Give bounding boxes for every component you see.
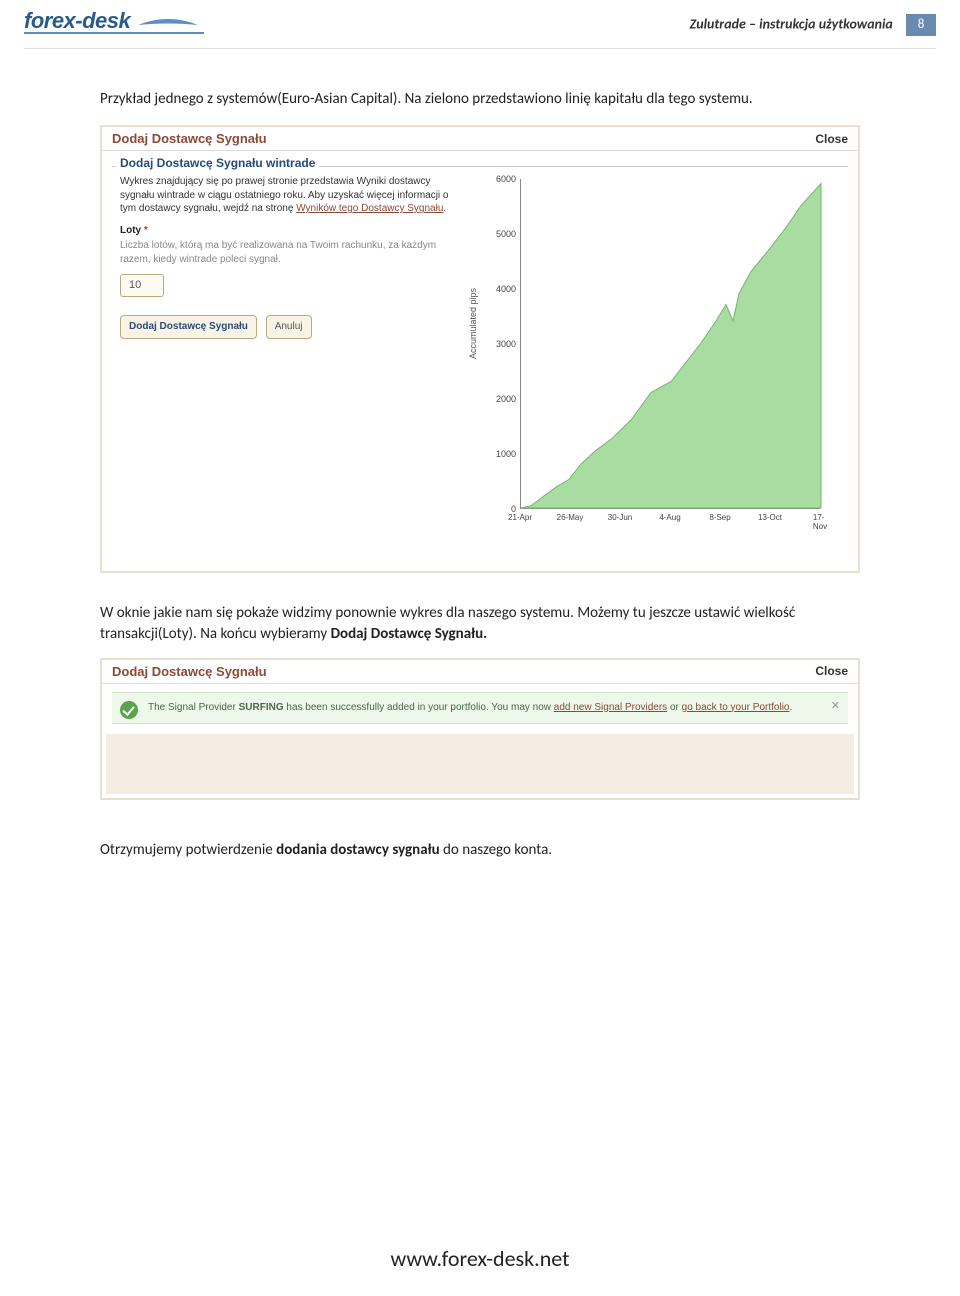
cancel-button[interactable]: Anuluj <box>266 315 312 339</box>
dialog-title-2: Dodaj Dostawcę Sygnału <box>112 664 267 679</box>
chart-plot <box>520 179 820 509</box>
page-number-badge: 8 <box>906 14 936 36</box>
check-icon <box>120 701 138 719</box>
accumulated-pips-chart: Accumulated pips 0 1000 2000 3000 4000 5… <box>482 179 832 539</box>
required-star: * <box>144 225 148 236</box>
chart-y-label: Accumulated pips <box>468 288 478 359</box>
dismiss-icon[interactable]: ✕ <box>831 699 840 714</box>
logo-text: forex-desk <box>24 8 130 34</box>
footer-url: www.forex-desk.net <box>0 1245 960 1272</box>
button-row: Dodaj Dostawcę Sygnału Anuluj <box>120 315 451 339</box>
close-button-2[interactable]: Close <box>815 664 848 678</box>
logo-underline <box>24 32 204 35</box>
provider-results-link[interactable]: Wyników tego Dostawcy Sygnału <box>296 203 443 214</box>
loty-input[interactable]: 10 <box>120 274 164 297</box>
close-button[interactable]: Close <box>815 132 848 146</box>
intro-paragraph: Przykład jednego z systemów(Euro-Asian C… <box>100 89 860 109</box>
provider-description: Wykres znajdujący się po prawej stronie … <box>120 175 451 216</box>
middle-paragraph: W oknie jakie nam się pokaże widzimy pon… <box>100 603 860 644</box>
loty-label: Loty * <box>120 224 148 238</box>
doc-title: Zulutrade – instrukcja użytkowania <box>690 15 893 32</box>
loty-help-text: Liczba lotów, którą ma być realizowana n… <box>120 239 451 266</box>
dialog-titlebar: Dodaj Dostawcę Sygnału Close <box>102 127 858 151</box>
add-new-providers-link[interactable]: add new Signal Providers <box>554 702 667 713</box>
swoosh-icon <box>138 19 198 29</box>
closing-paragraph: Otrzymujemy potwierdzenie dodania dostaw… <box>100 840 860 860</box>
success-message: ✕ The Signal Provider SURFING has been s… <box>112 692 848 724</box>
screenshot-add-provider: Dodaj Dostawcę Sygnału Close Dodaj Dosta… <box>100 125 860 573</box>
screenshot-confirmation: Dodaj Dostawcę Sygnału Close ✕ The Signa… <box>100 658 860 800</box>
chart-area-icon <box>521 178 821 508</box>
fieldset-legend: Dodaj Dostawcę Sygnału wintrade <box>116 156 319 170</box>
page-header: forex-desk Zulutrade – instrukcja użytko… <box>0 0 960 48</box>
confirmation-spacer <box>106 734 854 794</box>
form-column: Wykres znajdujący się po prawej stronie … <box>112 167 457 338</box>
dialog-titlebar-2: Dodaj Dostawcę Sygnału Close <box>102 660 858 684</box>
back-to-portfolio-link[interactable]: go back to your Portfolio <box>682 702 790 713</box>
dialog-title: Dodaj Dostawcę Sygnału <box>112 131 267 146</box>
add-provider-button[interactable]: Dodaj Dostawcę Sygnału <box>120 315 257 339</box>
header-rule <box>24 48 936 49</box>
logo: forex-desk <box>24 8 204 35</box>
header-right: Zulutrade – instrukcja użytkowania 8 <box>690 14 936 36</box>
